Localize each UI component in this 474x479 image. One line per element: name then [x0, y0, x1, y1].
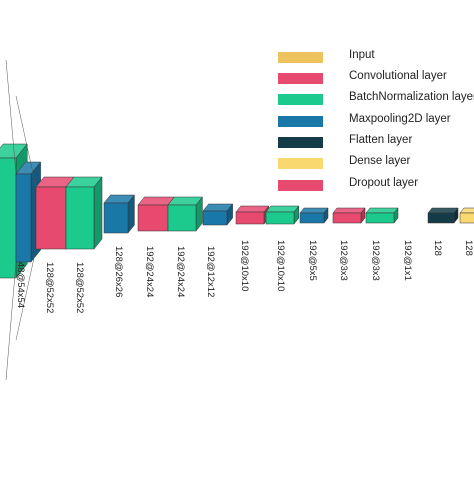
- legend-swatch-batchnorm: [278, 94, 323, 105]
- block-front-face: [427, 212, 455, 224]
- dim-label: 128@52x52: [44, 262, 55, 314]
- block-top-face: [332, 207, 366, 214]
- legend-item-input: Input: [278, 49, 474, 64]
- connector-line: [15, 248, 37, 341]
- dim-label: 128@52x52: [74, 262, 85, 314]
- block-front-face: [265, 211, 295, 225]
- legend-label-conv: Convolutional layer: [349, 70, 447, 82]
- legend-swatch-dense: [278, 158, 323, 169]
- legend-label-input: Input: [349, 49, 375, 61]
- dim-label: 128@26x26: [113, 246, 124, 298]
- block-top-face: [235, 205, 270, 213]
- block-front-face: [459, 212, 474, 224]
- block-top-face: [365, 207, 399, 214]
- block-front-face: [202, 210, 228, 226]
- block-front-face: [65, 186, 95, 250]
- dim-label: 192@10x10: [275, 240, 286, 292]
- legend-swatch-conv: [278, 73, 323, 84]
- block-front-face: [103, 202, 129, 234]
- dim-label: 48@54x54: [15, 262, 26, 309]
- legend-swatch-dropout: [278, 180, 323, 191]
- legend-label-maxpool: Maxpooling2D layer: [349, 113, 451, 125]
- dim-label: 192@1x1: [402, 240, 413, 281]
- block-front-face: [332, 212, 362, 224]
- legend-label-flatten: Flatten layer: [349, 134, 413, 146]
- layer-block-maxpool: [103, 194, 135, 234]
- legend-swatch-maxpool: [278, 116, 323, 127]
- layer-block-conv: [332, 207, 366, 224]
- legend-label-batchnorm: BatchNormalization layer: [349, 91, 474, 103]
- block-front-face: [35, 186, 67, 250]
- legend-item-flatten: Flatten layer: [278, 134, 474, 149]
- dim-label: 128: [432, 240, 443, 256]
- block-top-face: [299, 207, 329, 214]
- connector-line: [5, 59, 17, 175]
- layer-block-batchnorm: [167, 196, 203, 232]
- layer-block-maxpool: [202, 203, 234, 226]
- block-side-face: [93, 176, 103, 250]
- legend-item-conv: Convolutional layer: [278, 70, 474, 85]
- legend-swatch-flatten: [278, 137, 323, 148]
- dim-label: 192@24x24: [144, 246, 155, 298]
- dim-label: 192@12x12: [205, 246, 216, 298]
- dim-label: 192@24x24: [175, 246, 186, 298]
- block-front-face: [235, 211, 265, 225]
- layer-block-batchnorm: [65, 176, 103, 250]
- block-front-face: [15, 173, 32, 263]
- layer-block-conv: [235, 205, 270, 225]
- block-front-face: [167, 204, 197, 232]
- layer-block-batchnorm: [265, 205, 300, 225]
- connector-line: [5, 261, 17, 381]
- dim-label: 192@10x10: [239, 240, 250, 292]
- block-front-face: [365, 212, 395, 224]
- block-top-face: [265, 205, 300, 213]
- block-top-face: [459, 207, 474, 214]
- block-front-face: [0, 157, 17, 279]
- legend-label-dense: Dense layer: [349, 155, 411, 167]
- block-front-face: [299, 212, 325, 224]
- connector-line: [15, 95, 37, 188]
- legend-label-dropout: Dropout layer: [349, 177, 419, 189]
- block-top-face: [427, 207, 459, 214]
- legend-item-maxpool: Maxpooling2D layer: [278, 113, 474, 128]
- legend-swatch-input: [278, 52, 323, 63]
- dim-label: 128: [463, 240, 474, 256]
- block-front-face: [137, 204, 169, 232]
- dim-label: 192@3x3: [370, 240, 381, 281]
- legend-item-dropout: Dropout layer: [278, 177, 474, 192]
- layer-block-flatten: [427, 207, 459, 224]
- layer-block-maxpool: [299, 207, 329, 224]
- layer-block-batchnorm: [365, 207, 399, 224]
- dim-label: 192@5x5: [307, 240, 318, 281]
- legend-item-batchnorm: BatchNormalization layer: [278, 91, 474, 106]
- dim-label: 192@3x3: [338, 240, 349, 281]
- legend-item-dense: Dense layer: [278, 155, 474, 170]
- layer-block-dense: [459, 207, 474, 224]
